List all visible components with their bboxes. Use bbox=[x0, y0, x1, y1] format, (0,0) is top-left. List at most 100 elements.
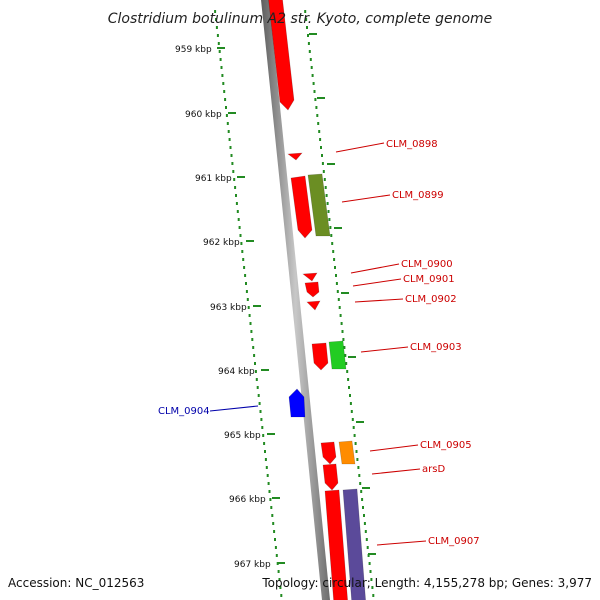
minor-tick bbox=[349, 394, 351, 397]
minor-tick bbox=[218, 50, 221, 53]
minor-tick bbox=[335, 274, 337, 277]
minor-tick bbox=[331, 242, 334, 245]
gene-feature[interactable] bbox=[307, 173, 331, 237]
scale-ticks bbox=[214, 10, 376, 597]
minor-tick bbox=[348, 386, 350, 389]
minor-tick bbox=[247, 306, 250, 309]
gene-feature[interactable] bbox=[324, 489, 348, 600]
gene-feature[interactable] bbox=[338, 440, 356, 465]
minor-tick bbox=[222, 82, 225, 85]
minor-tick bbox=[353, 434, 356, 437]
minor-tick bbox=[326, 202, 329, 205]
minor-tick bbox=[242, 258, 245, 261]
minor-tick bbox=[321, 162, 324, 165]
minor-tick bbox=[344, 354, 347, 357]
minor-tick bbox=[278, 578, 281, 581]
gene-feature[interactable] bbox=[311, 342, 329, 371]
gene-label-clm-0898[interactable]: CLM_0898 bbox=[386, 139, 438, 150]
major-tick bbox=[334, 227, 342, 229]
gene-feature[interactable] bbox=[290, 175, 313, 239]
minor-tick bbox=[263, 442, 266, 445]
kbp-label-966: 966 kbp bbox=[229, 495, 266, 505]
minor-tick bbox=[277, 570, 280, 573]
minor-tick bbox=[352, 426, 355, 429]
gene-label-clm-0903[interactable]: CLM_0903 bbox=[410, 342, 462, 353]
gene-feature[interactable] bbox=[302, 272, 318, 282]
minor-tick bbox=[306, 26, 308, 29]
minor-tick bbox=[265, 466, 268, 469]
minor-tick bbox=[361, 498, 364, 501]
minor-tick bbox=[250, 330, 253, 333]
minor-tick bbox=[311, 74, 314, 77]
leader-line bbox=[371, 468, 421, 475]
minor-tick bbox=[258, 402, 261, 405]
minor-tick bbox=[319, 138, 322, 141]
gene-label-clm-0900[interactable]: CLM_0900 bbox=[401, 259, 453, 270]
major-tick bbox=[261, 369, 269, 371]
minor-tick bbox=[268, 490, 271, 493]
minor-tick bbox=[259, 410, 262, 413]
minor-tick bbox=[339, 314, 342, 317]
minor-tick bbox=[357, 466, 360, 469]
minor-tick bbox=[329, 226, 332, 229]
minor-tick bbox=[315, 106, 318, 109]
kbp-label-959: 959 kbp bbox=[175, 45, 212, 55]
minor-tick bbox=[239, 234, 242, 237]
minor-tick bbox=[367, 554, 370, 557]
leader-line bbox=[350, 263, 400, 274]
gene-feature[interactable] bbox=[268, 0, 295, 111]
minor-tick bbox=[322, 170, 325, 173]
minor-tick bbox=[320, 146, 322, 149]
gene-label-clm-0904[interactable]: CLM_0904 bbox=[158, 406, 210, 417]
minor-tick bbox=[307, 42, 310, 45]
minor-tick bbox=[228, 138, 231, 141]
gene-label-arsd[interactable]: arsD bbox=[422, 464, 445, 475]
gene-label-clm-0905[interactable]: CLM_0905 bbox=[420, 440, 472, 451]
gene-label-clm-0907[interactable]: CLM_0907 bbox=[428, 536, 480, 547]
minor-tick bbox=[266, 474, 269, 477]
minor-tick bbox=[318, 130, 321, 133]
minor-tick bbox=[241, 250, 244, 253]
minor-tick bbox=[372, 594, 375, 597]
minor-tick bbox=[217, 42, 220, 45]
gene-label-clm-0899[interactable]: CLM_0899 bbox=[392, 190, 444, 201]
minor-tick bbox=[230, 154, 233, 157]
minor-tick bbox=[313, 90, 316, 93]
gene-feature[interactable] bbox=[288, 388, 306, 418]
leader-line bbox=[209, 405, 259, 412]
minor-tick bbox=[364, 530, 367, 533]
minor-tick bbox=[354, 442, 357, 445]
minor-tick bbox=[245, 290, 248, 293]
minor-tick bbox=[321, 154, 323, 157]
gene-feature[interactable] bbox=[342, 488, 366, 600]
gene-feature[interactable] bbox=[322, 463, 339, 491]
major-tick bbox=[277, 562, 285, 564]
minor-tick bbox=[370, 578, 373, 581]
minor-tick bbox=[310, 66, 313, 69]
gene-feature[interactable] bbox=[320, 441, 337, 465]
major-tick bbox=[253, 305, 261, 307]
gene-label-clm-0901[interactable]: CLM_0901 bbox=[403, 274, 455, 285]
minor-tick bbox=[215, 26, 218, 29]
minor-tick bbox=[343, 346, 346, 349]
accession-text: Accession: NC_012563 bbox=[8, 576, 144, 590]
gene-feature[interactable] bbox=[328, 340, 347, 370]
minor-tick bbox=[225, 106, 227, 109]
minor-tick bbox=[359, 482, 362, 485]
minor-tick bbox=[221, 74, 224, 77]
minor-tick bbox=[256, 386, 259, 389]
minor-tick bbox=[227, 130, 230, 133]
minor-tick bbox=[275, 554, 278, 557]
gene-feature[interactable] bbox=[306, 300, 321, 311]
gene-feature[interactable] bbox=[304, 281, 320, 298]
gene-label-clm-0902[interactable]: CLM_0902 bbox=[405, 294, 457, 305]
kbp-label-964: 964 kbp bbox=[218, 367, 255, 377]
leader-line bbox=[352, 278, 402, 287]
gene-labels: CLM_0898 CLM_0899 CLM_0900 CLM_0901 CLM_… bbox=[158, 139, 480, 547]
minor-tick bbox=[232, 170, 235, 173]
minor-tick bbox=[350, 410, 353, 413]
minor-tick bbox=[279, 586, 282, 589]
gene-feature[interactable] bbox=[287, 152, 303, 161]
